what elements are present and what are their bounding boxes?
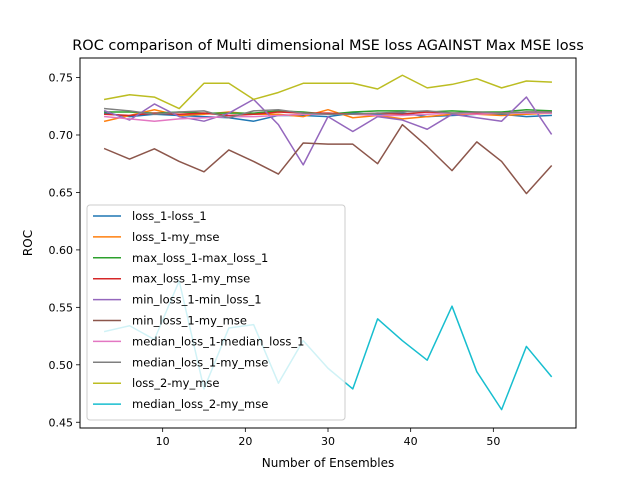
y-axis-ticks: 0.45 0.50 0.55 0.60 0.65 0.70 0.75 [49,72,80,429]
legend-label: min_loss_1-my_mse [132,314,247,328]
series-line [104,111,552,117]
series-median_loss_1-my_mse [103,107,552,119]
legend-entry: min_loss_1-my_mse [93,314,247,328]
legend-entry: loss_1-my_mse [93,230,219,244]
legend-label: loss_1-loss_1 [132,209,207,223]
x-tick-label: 30 [321,435,335,448]
y-tick-label: 0.70 [49,129,74,142]
legend-label: loss_1-my_mse [132,230,219,244]
legend-entry: loss_1-loss_1 [93,209,207,223]
x-tick-label: 50 [486,435,500,448]
legend-box [86,204,346,421]
x-tick-label: 40 [404,435,418,448]
legend-entry: max_loss_1-max_loss_1 [93,251,268,265]
y-tick-label: 0.55 [49,301,74,314]
y-tick-label: 0.75 [49,72,74,85]
legend-entry: median_loss_1-median_loss_1 [93,334,304,348]
series-line [103,107,552,119]
series-max_loss_1-my_mse [104,111,552,117]
legend-label: median_loss_2-my_mse [132,397,268,411]
legend-entry: loss_2-my_mse [93,376,219,390]
legend-entry: median_loss_1-my_mse [93,355,268,369]
y-axis-label: ROC [21,230,35,256]
series-line [103,96,553,166]
x-tick-label: 20 [238,435,252,448]
legend-label: median_loss_1-my_mse [132,355,268,369]
legend-label: loss_2-my_mse [132,376,219,390]
legend-label: min_loss_1-min_loss_1 [132,293,262,307]
x-axis-label: Number of Ensembles [262,456,395,470]
series-loss_2-my_mse [103,74,552,110]
legend-entry: max_loss_1-my_mse [93,272,250,286]
legend: loss_1-loss_1 loss_1-my_mse max_loss_1-max… [86,204,346,421]
legend-items: loss_1-loss_1 loss_1-my_mse max_loss_1-max… [93,209,304,411]
legend-entry: median_loss_2-my_mse [93,397,268,411]
x-tick-label: 10 [156,435,170,448]
y-tick-label: 0.50 [49,359,74,372]
legend-label: median_loss_1-median_loss_1 [132,334,304,348]
series-line [103,123,553,195]
x-axis-ticks: 10 20 30 40 50 [156,428,500,448]
series-min_loss_1-my_mse [103,123,553,195]
series-line [103,74,552,110]
legend-entry: min_loss_1-min_loss_1 [93,293,262,307]
legend-label: max_loss_1-my_mse [132,272,250,286]
y-tick-label: 0.45 [49,416,74,429]
chart-title: ROC comparison of Multi dimensional MSE … [72,38,584,54]
y-tick-label: 0.65 [49,186,74,199]
legend-label: max_loss_1-max_loss_1 [132,251,268,265]
series-min_loss_1-min_loss_1 [103,96,553,166]
y-tick-label: 0.60 [49,244,74,257]
